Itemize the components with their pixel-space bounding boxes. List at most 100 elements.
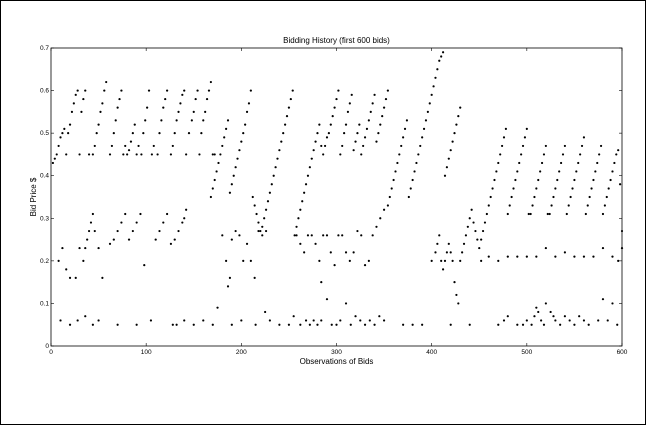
data-point: [421, 323, 424, 326]
data-point: [394, 170, 397, 173]
data-point: [459, 259, 462, 262]
data-point: [181, 93, 184, 96]
data-point: [162, 106, 165, 109]
data-point: [304, 319, 308, 322]
data-point: [299, 242, 302, 245]
data-point: [504, 127, 507, 130]
data-point: [230, 238, 233, 241]
data-point: [306, 174, 310, 177]
data-point: [613, 161, 616, 165]
data-point: [310, 234, 313, 237]
data-point: [257, 229, 260, 233]
data-point: [497, 259, 500, 262]
data-point: [359, 319, 362, 322]
data-point: [403, 127, 407, 130]
data-point: [377, 132, 380, 135]
data-point: [402, 136, 405, 139]
data-point: [187, 132, 191, 135]
data-point: [76, 89, 79, 92]
data-point: [413, 170, 416, 173]
data-point: [70, 110, 74, 113]
data-point: [147, 89, 151, 92]
data-point: [554, 255, 557, 258]
data-point: [78, 246, 81, 250]
data-point: [417, 153, 420, 156]
data-point: [325, 136, 329, 139]
data-point: [512, 187, 515, 190]
data-point: [314, 242, 317, 245]
data-point: [230, 183, 233, 186]
data-point: [489, 195, 492, 199]
data-point: [87, 153, 91, 156]
data-point: [202, 119, 205, 122]
data-point: [521, 323, 525, 326]
data-point: [292, 315, 295, 318]
data-point: [440, 55, 443, 58]
data-point: [158, 229, 161, 233]
data-point: [539, 170, 542, 173]
data-point: [82, 97, 85, 101]
data-point: [478, 246, 481, 250]
data-point: [175, 323, 178, 326]
data-point: [546, 212, 549, 216]
data-point: [449, 149, 452, 152]
data-point: [468, 217, 471, 220]
data-point: [552, 195, 555, 199]
data-point: [582, 136, 586, 139]
data-point: [434, 76, 437, 79]
data-point: [603, 204, 606, 207]
data-point: [97, 123, 100, 126]
data-point: [499, 153, 502, 156]
data-point: [367, 259, 370, 262]
data-point: [445, 251, 448, 254]
data-point: [93, 229, 96, 233]
data-point: [348, 259, 351, 262]
data-point: [140, 153, 143, 156]
data-point: [209, 80, 212, 84]
data-point: [438, 59, 441, 62]
data-point: [329, 123, 332, 126]
data-point: [464, 234, 468, 237]
data-point: [455, 123, 458, 126]
data-point: [183, 319, 186, 322]
data-point: [150, 153, 153, 156]
data-point: [422, 127, 426, 130]
data-point: [211, 323, 214, 326]
data-point: [108, 153, 112, 156]
data-point: [447, 242, 450, 245]
data-point: [542, 323, 546, 326]
data-point: [428, 102, 431, 105]
data-point: [116, 229, 119, 233]
data-point: [523, 136, 527, 139]
data-point: [221, 144, 224, 148]
data-point: [337, 234, 340, 237]
data-point: [341, 144, 344, 148]
data-point: [146, 106, 149, 109]
data-point: [299, 208, 302, 211]
data-point: [449, 323, 452, 326]
data-point: [476, 238, 479, 241]
data-point: [285, 115, 289, 118]
data-point: [240, 319, 243, 322]
data-point: [567, 204, 570, 207]
data-point: [568, 319, 571, 322]
data-point: [270, 183, 273, 186]
data-point: [461, 251, 464, 254]
data-point: [312, 319, 315, 322]
data-point: [308, 166, 311, 169]
data-point: [232, 174, 235, 177]
data-point: [537, 178, 540, 182]
data-point: [264, 208, 268, 211]
data-point: [577, 161, 580, 165]
data-point: [337, 89, 340, 92]
data-point: [103, 89, 106, 92]
data-point: [175, 119, 178, 122]
data-point: [325, 298, 329, 301]
data-point: [156, 153, 159, 156]
data-point: [196, 89, 199, 92]
data-point: [487, 204, 490, 207]
data-point: [618, 183, 622, 186]
data-point: [209, 195, 212, 199]
data-point: [254, 323, 257, 326]
data-point: [559, 161, 563, 165]
